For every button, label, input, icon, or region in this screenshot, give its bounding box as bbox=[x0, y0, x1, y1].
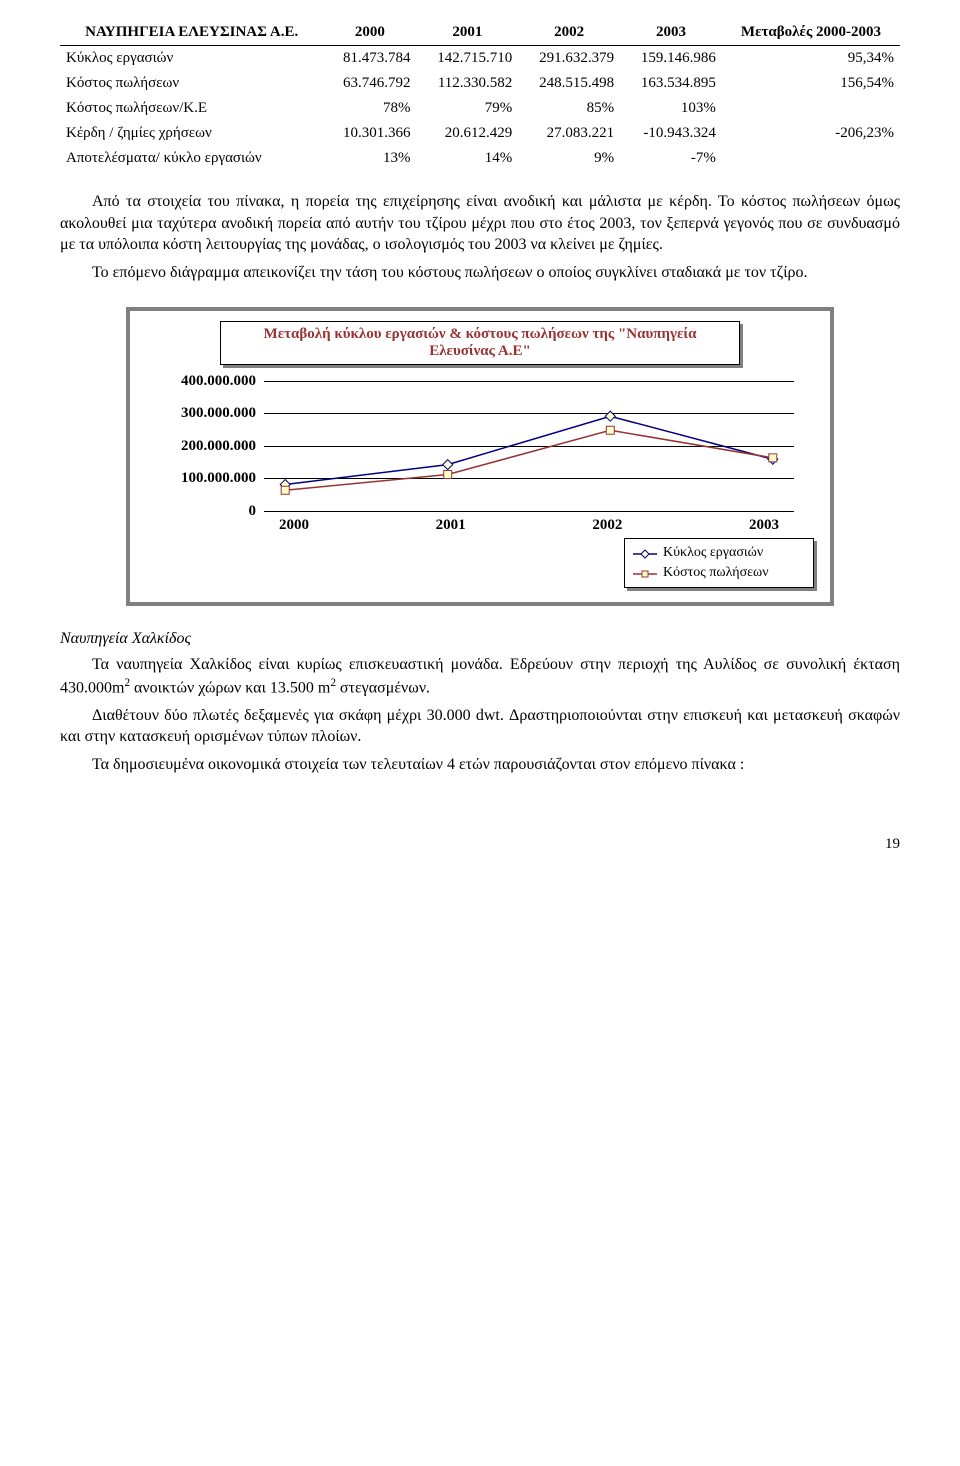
cell: 159.146.986 bbox=[620, 46, 722, 72]
cell: 103% bbox=[620, 96, 722, 121]
financial-table: ΝΑΥΠΗΓΕΙΑ ΕΛΕΥΣΙΝΑΣ Α.Ε. 2000 2001 2002 … bbox=[60, 20, 900, 171]
paragraph-2: Το επόμενο διάγραμμα απεικονίζει την τάσ… bbox=[60, 262, 900, 284]
paragraph-4: Διαθέτουν δύο πλωτές δεξαμενές για σκάφη… bbox=[60, 705, 900, 748]
row-label: Κόστος πωλήσεων/Κ.Ε bbox=[60, 96, 323, 121]
cell: 112.330.582 bbox=[416, 71, 518, 96]
section-subhead: Ναυπηγεία Χαλκίδος bbox=[60, 630, 900, 648]
table-row: Κύκλος εργασιών81.473.784142.715.710291.… bbox=[60, 46, 900, 72]
cell: 81.473.784 bbox=[323, 46, 416, 72]
table-row: Κέρδη / ζημίες χρήσεων10.301.36620.612.4… bbox=[60, 121, 900, 146]
row-label: Κόστος πωλήσεων bbox=[60, 71, 323, 96]
legend-label-2: Κόστος πωλήσεων bbox=[663, 565, 769, 581]
cell bbox=[722, 96, 900, 121]
cell: 10.301.366 bbox=[323, 121, 416, 146]
cell: 13% bbox=[323, 146, 416, 171]
y-tick-label: 400.000.000 bbox=[146, 373, 264, 390]
chart-title: Μεταβολή κύκλου εργασιών & κόστους πωλήσ… bbox=[220, 321, 740, 365]
cell: 78% bbox=[323, 96, 416, 121]
table-col-2001: 2001 bbox=[416, 20, 518, 46]
paragraph-5: Τα δημοσιευμένα οικονομικά στοιχεία των … bbox=[60, 754, 900, 776]
chart-legend: Κύκλος εργασιών Κόστος πωλήσεων bbox=[624, 538, 814, 588]
cell: 163.534.895 bbox=[620, 71, 722, 96]
table-col-change: Μεταβολές 2000-2003 bbox=[722, 20, 900, 46]
cell: 248.515.498 bbox=[518, 71, 620, 96]
table-col-2000: 2000 bbox=[323, 20, 416, 46]
row-label: Κέρδη / ζημίες χρήσεων bbox=[60, 121, 323, 146]
chart-container: Μεταβολή κύκλου εργασιών & κόστους πωλήσ… bbox=[126, 307, 834, 606]
table-row: Κόστος πωλήσεων63.746.792112.330.582248.… bbox=[60, 71, 900, 96]
cell: -7% bbox=[620, 146, 722, 171]
cell: 142.715.710 bbox=[416, 46, 518, 72]
cell: 95,34% bbox=[722, 46, 900, 72]
cell: 85% bbox=[518, 96, 620, 121]
cell: 79% bbox=[416, 96, 518, 121]
cell: 14% bbox=[416, 146, 518, 171]
y-tick-label: 200.000.000 bbox=[146, 438, 264, 455]
cell: 291.632.379 bbox=[518, 46, 620, 72]
cell: 20.612.429 bbox=[416, 121, 518, 146]
legend-row-1: Κύκλος εργασιών bbox=[633, 543, 805, 563]
y-tick-label: 100.000.000 bbox=[146, 470, 264, 487]
row-label: Κύκλος εργασιών bbox=[60, 46, 323, 72]
y-tick-label: 300.000.000 bbox=[146, 405, 264, 422]
legend-row-2: Κόστος πωλήσεων bbox=[633, 563, 805, 583]
table-col-2002: 2002 bbox=[518, 20, 620, 46]
cell: -206,23% bbox=[722, 121, 900, 146]
y-tick-label: 0 bbox=[146, 503, 264, 520]
cell: 63.746.792 bbox=[323, 71, 416, 96]
cell: 156,54% bbox=[722, 71, 900, 96]
cell bbox=[722, 146, 900, 171]
chart-plot-area: 400.000.000300.000.000200.000.000100.000… bbox=[146, 381, 814, 588]
paragraph-3: Τα ναυπηγεία Χαλκίδος είναι κυρίως επισκ… bbox=[60, 654, 900, 699]
row-label: Αποτελέσματα/ κύκλο εργασιών bbox=[60, 146, 323, 171]
table-col-2003: 2003 bbox=[620, 20, 722, 46]
paragraph-1: Από τα στοιχεία του πίνακα, η πορεία της… bbox=[60, 191, 900, 256]
table-row: Κόστος πωλήσεων/Κ.Ε78%79%85%103% bbox=[60, 96, 900, 121]
page-number: 19 bbox=[60, 836, 900, 853]
cell: 27.083.221 bbox=[518, 121, 620, 146]
legend-label-1: Κύκλος εργασιών bbox=[663, 545, 763, 561]
table-header-label: ΝΑΥΠΗΓΕΙΑ ΕΛΕΥΣΙΝΑΣ Α.Ε. bbox=[60, 20, 323, 46]
cell: 9% bbox=[518, 146, 620, 171]
table-row: Αποτελέσματα/ κύκλο εργασιών13%14%9%-7% bbox=[60, 146, 900, 171]
cell: -10.943.324 bbox=[620, 121, 722, 146]
